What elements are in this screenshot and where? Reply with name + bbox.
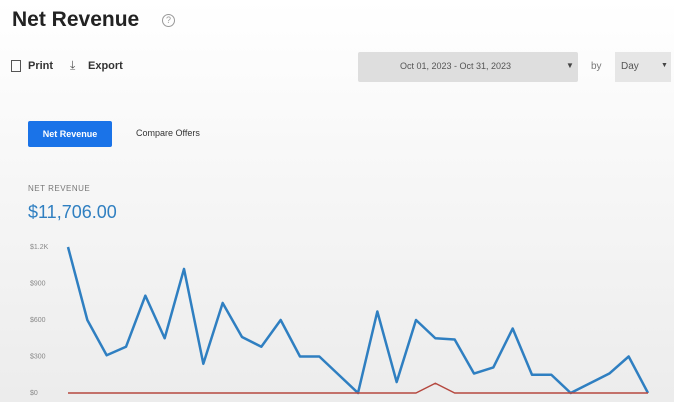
metric-label: NET REVENUE xyxy=(28,184,91,193)
y-tick-label: $900 xyxy=(30,280,46,287)
export-icon: ⤓ xyxy=(70,58,76,72)
by-label: by xyxy=(591,61,602,72)
print-icon xyxy=(11,60,21,72)
series-line xyxy=(66,246,650,395)
tab[interactable]: Compare Offers xyxy=(136,128,200,138)
y-tick-label: $1.2K xyxy=(30,244,49,251)
date-range-dropdown[interactable]: Oct 01, 2023 - Oct 31, 2023 ▼ xyxy=(358,52,578,82)
page-title: Net Revenue xyxy=(12,8,140,31)
granularity-text: Day xyxy=(621,61,639,72)
tab-active[interactable]: Net Revenue xyxy=(28,121,112,147)
y-tick-label: $300 xyxy=(30,353,46,360)
series-line xyxy=(68,382,648,394)
metric-value: $11,706.00 xyxy=(28,202,117,222)
help-icon[interactable]: ? xyxy=(162,14,175,27)
y-tick-label: $0 xyxy=(30,390,38,397)
y-tick-label: $600 xyxy=(30,317,46,324)
date-range-text: Oct 01, 2023 - Oct 31, 2023 xyxy=(400,61,512,71)
granularity-dropdown[interactable]: Day ▼ xyxy=(615,52,671,82)
print-button[interactable]: Print xyxy=(28,60,54,72)
caret: ▼ xyxy=(566,61,574,70)
caret: ▼ xyxy=(661,62,668,69)
export-button[interactable]: Export xyxy=(88,60,123,72)
